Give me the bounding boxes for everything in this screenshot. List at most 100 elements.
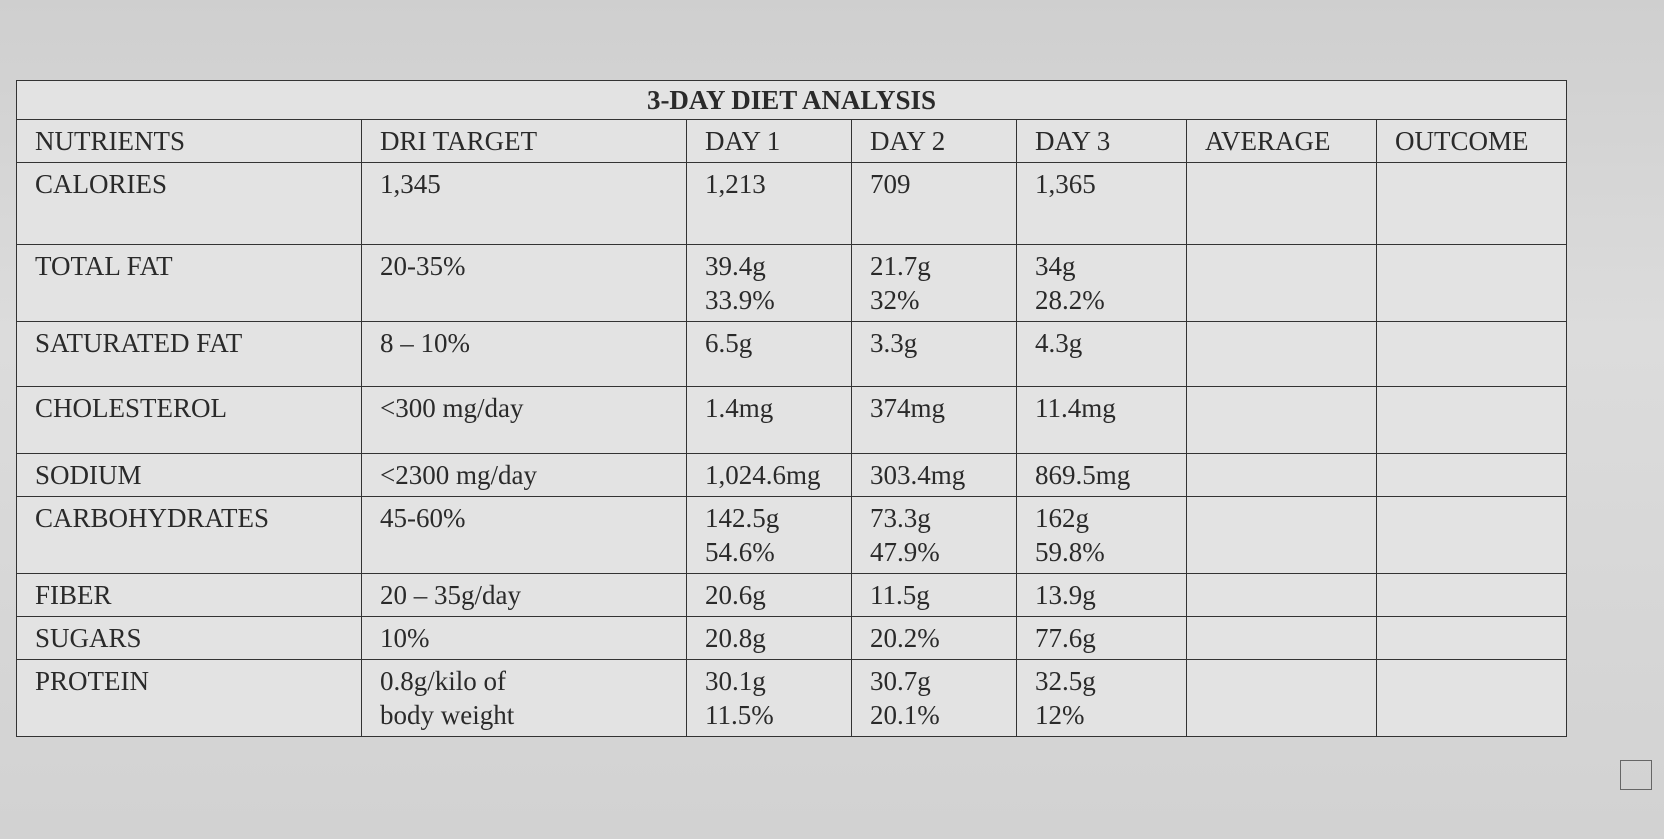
data-cell: 45-60% <box>361 496 687 574</box>
empty-cell <box>1186 162 1377 245</box>
cell-line: CARBOHYDRATES <box>35 503 270 533</box>
data-cell: 1.4mg <box>686 386 852 454</box>
empty-cell <box>1186 244 1377 322</box>
data-cell: 20.6g <box>686 573 852 617</box>
cell-line: 1.4mg <box>705 393 774 423</box>
data-cell: 30.7g 20.1% <box>851 659 1017 737</box>
cell-line: SATURATED FAT <box>35 328 243 358</box>
data-cell: 8 – 10% <box>361 321 687 387</box>
data-cell: CALORIES <box>16 162 362 245</box>
data-cell: 39.4g 33.9% <box>686 244 852 322</box>
data-cell: 869.5mg <box>1016 453 1187 497</box>
empty-cell <box>1375 496 1568 574</box>
data-row: CALORIES 1,345 1,213 709 1,365 <box>16 162 1568 245</box>
data-cell: 303.4mg <box>851 453 1017 497</box>
data-cell: 3.3g <box>851 321 1017 387</box>
data-cell: PROTEIN <box>16 659 362 737</box>
data-cell: 1,024.6mg <box>686 453 852 497</box>
data-cell: 10% <box>361 616 687 660</box>
cell-line: 13.9g <box>1035 580 1096 610</box>
cell-line: FIBER <box>35 580 112 610</box>
cell-line: 20 – 35g/day <box>380 580 521 610</box>
cell-line: 8 – 10% <box>380 328 470 358</box>
cell-line: 12% <box>1035 700 1085 730</box>
cell-line: 1,365 <box>1035 169 1096 199</box>
data-cell: 30.1g 11.5% <box>686 659 852 737</box>
data-cell: 73.3g 47.9% <box>851 496 1017 574</box>
cell-line: <2300 mg/day <box>380 460 537 490</box>
data-cell: 709 <box>851 162 1017 245</box>
data-row: FIBER 20 – 35g/day 20.6g 11.5g 13.9g <box>16 573 1568 617</box>
cell-line: 20-35% <box>380 251 466 281</box>
cell-line: 21.7g <box>870 251 931 281</box>
data-row: CARBOHYDRATES 45-60% 142.5g 54.6% 73.3g 47.9%… <box>16 496 1568 574</box>
empty-cell <box>1375 244 1568 322</box>
cell-line: 374mg <box>870 393 946 423</box>
cell-line: 32% <box>870 285 920 315</box>
data-cell: 77.6g <box>1016 616 1187 660</box>
cell-line: 4.3g <box>1035 328 1083 358</box>
empty-cell <box>1375 162 1568 245</box>
data-cell: 20 – 35g/day <box>361 573 687 617</box>
cell-line: 32.5g <box>1035 666 1096 696</box>
data-row: CHOLESTEROL <300 mg/day 1.4mg 374mg 11.4mg <box>16 386 1568 454</box>
cell-line: 1,213 <box>705 169 766 199</box>
data-cell: TOTAL FAT <box>16 244 362 322</box>
cell-line: 20.6g <box>705 580 766 610</box>
cell-line: PROTEIN <box>35 666 149 696</box>
data-cell: FIBER <box>16 573 362 617</box>
data-cell: 20-35% <box>361 244 687 322</box>
header-cell: OUTCOME <box>1375 119 1568 163</box>
data-cell: CARBOHYDRATES <box>16 496 362 574</box>
empty-cell <box>1375 659 1568 737</box>
cell-line: TOTAL FAT <box>35 251 173 281</box>
data-cell: 21.7g 32% <box>851 244 1017 322</box>
empty-cell <box>1375 573 1568 617</box>
cell-line: 303.4mg <box>870 460 966 490</box>
table-title: 3-DAY DIET ANALYSIS <box>15 80 1568 120</box>
empty-cell <box>1186 573 1377 617</box>
cell-line: 11.4mg <box>1035 393 1116 423</box>
cell-line: 869.5mg <box>1035 460 1131 490</box>
data-row: SODIUM <2300 mg/day 1,024.6mg 303.4mg 869.5m… <box>16 453 1568 497</box>
cell-line: 73.3g <box>870 503 931 533</box>
data-cell: 13.9g <box>1016 573 1187 617</box>
header-cell: DAY 1 <box>686 119 852 163</box>
empty-cell <box>1186 496 1377 574</box>
cell-line: 59.8% <box>1035 537 1105 567</box>
table-body: 3-DAY DIET ANALYSIS NUTRIENTS DRI TARGET D… <box>15 80 1568 737</box>
header-cell: AVERAGE <box>1186 119 1377 163</box>
empty-cell <box>1375 386 1568 454</box>
data-cell: <300 mg/day <box>361 386 687 454</box>
cell-line: <300 mg/day <box>380 393 524 423</box>
empty-cell <box>1375 321 1568 387</box>
data-row: SATURATED FAT 8 – 10% 6.5g 3.3g 4.3g <box>16 321 1568 387</box>
cell-line: CHOLESTEROL <box>35 393 227 423</box>
header-row: NUTRIENTS DRI TARGET DAY 1 DAY 2 DAY 3 AVERAG… <box>16 119 1568 163</box>
cell-line: 39.4g <box>705 251 766 281</box>
empty-cell <box>1375 616 1568 660</box>
resize-handle <box>1620 760 1652 790</box>
empty-cell <box>1186 616 1377 660</box>
empty-cell <box>1375 453 1568 497</box>
cell-line: 11.5% <box>705 700 774 730</box>
cell-line: 30.1g <box>705 666 766 696</box>
data-cell: 4.3g <box>1016 321 1187 387</box>
data-cell: SODIUM <box>16 453 362 497</box>
cell-line: 6.5g <box>705 328 753 358</box>
data-cell: 6.5g <box>686 321 852 387</box>
cell-line: 142.5g <box>705 503 780 533</box>
cell-line: CALORIES <box>35 169 168 199</box>
cell-line: 47.9% <box>870 537 940 567</box>
data-cell: 11.4mg <box>1016 386 1187 454</box>
cell-line: 20.2% <box>870 623 940 653</box>
empty-cell <box>1186 659 1377 737</box>
cell-line: 33.9% <box>705 285 775 315</box>
data-cell: 0.8g/kilo of body weight <box>361 659 687 737</box>
data-cell: SUGARS <box>16 616 362 660</box>
header-cell: DAY 2 <box>851 119 1017 163</box>
data-cell: 142.5g 54.6% <box>686 496 852 574</box>
cell-line: 10% <box>380 623 430 653</box>
diet-table: 3-DAY DIET ANALYSIS NUTRIENTS DRI TARGET D… <box>15 80 1568 737</box>
